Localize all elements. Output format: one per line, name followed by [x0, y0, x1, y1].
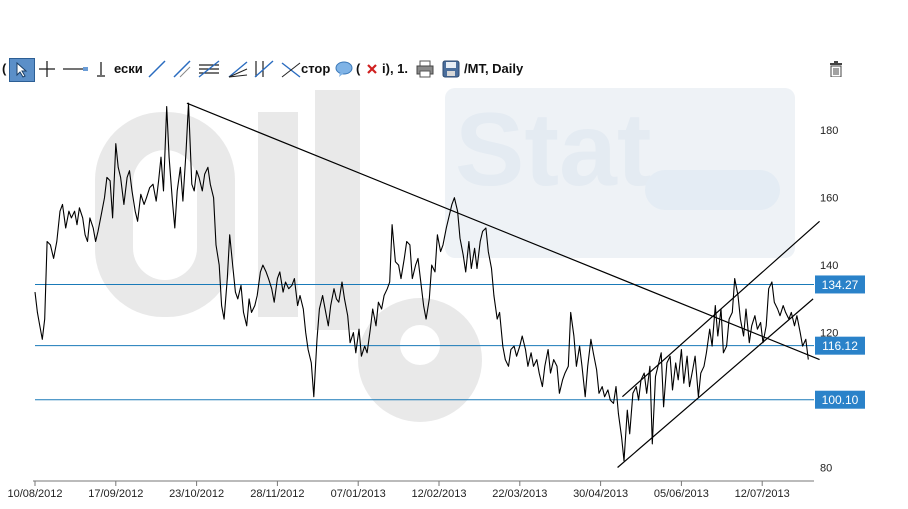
x-tick-label: 23/10/2012 — [169, 488, 224, 500]
horizontal-line-icon[interactable] — [60, 58, 90, 80]
title-fragment: ( — [356, 61, 361, 76]
drawing-toolbar: ( ески стор ( i), 1. /MT, Daily — [0, 55, 908, 83]
x-tick-label: 10/08/2012 — [7, 488, 62, 500]
comment-icon[interactable] — [334, 58, 354, 80]
level-label-box — [815, 336, 865, 355]
y-tick-label: 180 — [820, 125, 838, 137]
y-tick-label: 140 — [820, 260, 838, 272]
level-label-box — [815, 390, 865, 409]
vertical-line-icon[interactable] — [94, 58, 108, 80]
y-tick-label: 80 — [820, 463, 832, 475]
x-tick-label: 07/01/2013 — [331, 488, 386, 500]
watermark-text: Stat — [455, 92, 651, 208]
title-fragment: i), 1. — [382, 61, 409, 76]
oilstat-watermark: Stat — [95, 88, 795, 422]
x-tick-label: 22/03/2013 — [492, 488, 547, 500]
save-icon[interactable] — [440, 58, 462, 80]
trend-line[interactable] — [617, 298, 814, 468]
symbol-suffix: /MT, Daily — [464, 61, 524, 76]
trend-line-icon[interactable] — [146, 58, 168, 80]
x-tick-label: 12/07/2013 — [735, 488, 790, 500]
y-tick-label: 120 — [820, 328, 838, 340]
x-tick-label: 30/04/2013 — [573, 488, 628, 500]
trash-icon[interactable] — [826, 58, 846, 80]
x-tick-label: 12/02/2013 — [411, 488, 466, 500]
title-fragment: ( — [2, 61, 7, 76]
title-fragment: стор — [301, 61, 331, 76]
cursor-arrow-icon[interactable] — [9, 58, 35, 82]
price-series-line — [34, 102, 809, 462]
x-tick-label: 05/06/2013 — [654, 488, 709, 500]
level-label-box — [815, 275, 865, 294]
print-icon[interactable] — [414, 58, 436, 80]
x-tick-label: 28/11/2012 — [250, 488, 304, 500]
delete-icon[interactable] — [364, 58, 380, 80]
channel-icon[interactable] — [196, 58, 222, 80]
title-fragment: ески — [114, 61, 143, 76]
level-label-text: 134.27 — [822, 278, 859, 292]
gann-icon[interactable] — [252, 58, 276, 80]
crosshair-icon[interactable] — [36, 58, 58, 80]
vector-icon[interactable] — [279, 58, 303, 80]
x-tick-label: 17/09/2012 — [88, 488, 143, 500]
level-label-text: 100.10 — [822, 393, 859, 407]
fib-fan-icon[interactable] — [226, 58, 250, 80]
y-tick-label: 160 — [820, 193, 838, 205]
ray-line-icon[interactable] — [171, 58, 193, 80]
level-label-text: 116.12 — [822, 339, 858, 353]
